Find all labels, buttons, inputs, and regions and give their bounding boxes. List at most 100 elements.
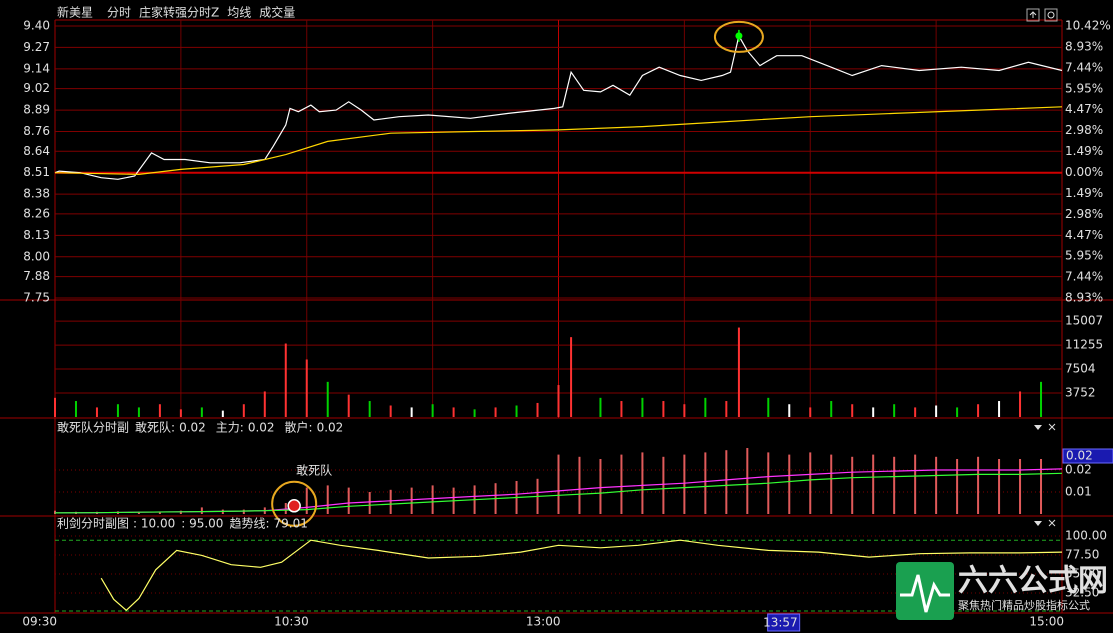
y2-tick-label: 2.98%: [1065, 207, 1103, 221]
y2-tick-label: 4.47%: [1065, 102, 1103, 116]
y-tick-label: 8.64: [23, 144, 50, 158]
y-tick-label: 9.02: [23, 81, 50, 95]
panel-collapse[interactable]: [1034, 425, 1042, 430]
y2-tick-label: 5.95%: [1065, 249, 1103, 263]
y2-tick-label: 1.49%: [1065, 144, 1103, 158]
y-tick-label: 9.14: [23, 61, 50, 75]
x-tick-label: 09:30: [22, 615, 57, 629]
bar: [788, 404, 791, 417]
bar: [410, 407, 413, 417]
bar: [578, 456, 581, 514]
bar: [1040, 381, 1043, 417]
bar: [599, 397, 602, 417]
y-tick-label: 7504: [1065, 362, 1096, 376]
bar: [389, 405, 392, 417]
bar: [74, 401, 77, 417]
bar: [200, 407, 203, 417]
header-text: 散户:: [285, 420, 313, 435]
bar: [95, 407, 98, 417]
highlight-ring: [271, 480, 318, 527]
bar: [956, 459, 959, 514]
bar: [473, 409, 476, 417]
bar: [431, 404, 434, 417]
bar: [809, 452, 812, 514]
bar: [977, 456, 980, 514]
bar: [515, 405, 518, 417]
icon: [1047, 11, 1055, 19]
bar: [809, 407, 812, 417]
bar: [368, 492, 371, 514]
y2-tick-label: 7.44%: [1065, 270, 1103, 284]
bar: [704, 452, 707, 514]
header-text: 0.02: [317, 421, 344, 435]
panel-collapse[interactable]: [1034, 521, 1042, 526]
cursor-label: 13:57: [763, 616, 798, 630]
bar: [914, 407, 917, 417]
y2-tick-label: 1.49%: [1065, 186, 1103, 200]
bar: [326, 485, 329, 514]
bar: [1019, 391, 1022, 417]
bar: [1040, 459, 1043, 514]
y2-tick-label: 8.93%: [1065, 291, 1103, 305]
y-tick-label: 3752: [1065, 386, 1096, 400]
y-tick-label: 0.02: [1065, 463, 1092, 477]
y-tick-label: 8.13: [23, 228, 50, 242]
y-tick-label: 77.50: [1065, 548, 1099, 562]
header-text: 庄家转强分时Z: [139, 5, 219, 20]
bar: [158, 404, 161, 417]
bar: [410, 487, 413, 514]
bar: [851, 456, 854, 514]
readout-label: 0.02: [1066, 449, 1093, 463]
bar: [326, 381, 329, 417]
bar: [557, 385, 560, 417]
x-tick-label: 15:00: [1029, 615, 1064, 629]
panel-close[interactable]: [1048, 423, 1056, 431]
bar: [599, 459, 602, 514]
bar: [347, 394, 350, 417]
bar: [158, 511, 161, 514]
bar: [263, 391, 266, 417]
y-tick-label: 32.50: [1065, 586, 1099, 600]
y-tick-label: 100.00: [1065, 529, 1107, 543]
y2-tick-label: 4.47%: [1065, 228, 1103, 242]
y-tick-label: 8.00: [23, 249, 50, 263]
y-tick-label: 8.26: [23, 206, 50, 220]
series-line: [54, 106, 1063, 176]
bar: [767, 397, 770, 417]
bar: [305, 359, 308, 417]
header-text: 利剑分时副图: [57, 516, 129, 531]
bar: [746, 448, 749, 514]
bar: [935, 456, 938, 514]
y-tick-label: 55.00: [1065, 567, 1099, 581]
bar: [998, 401, 1001, 417]
series-line: [100, 539, 1063, 612]
y2-tick-label: 7.44%: [1065, 60, 1103, 74]
bar: [662, 401, 665, 417]
bar: [494, 407, 497, 417]
y2-tick-label: 10.42%: [1065, 19, 1111, 33]
bar: [725, 450, 728, 514]
bar: [557, 454, 560, 514]
panel-close[interactable]: [1048, 519, 1056, 527]
header-text: : 95.00: [181, 517, 223, 531]
header-text: 0.02: [248, 421, 275, 435]
bar: [452, 407, 455, 417]
window-icons: [1026, 8, 1058, 527]
bar: [200, 507, 203, 514]
x-tick-label: 10:30: [274, 615, 309, 629]
y-tick-label: 0.01: [1065, 485, 1092, 499]
bar: [137, 511, 140, 514]
series-line: [54, 472, 1063, 514]
bar: [368, 401, 371, 417]
bar: [242, 404, 245, 417]
header-text: 79.01: [274, 517, 308, 531]
bar: [137, 407, 140, 417]
bar: [662, 456, 665, 514]
bar: [284, 343, 287, 417]
bar: [704, 397, 707, 417]
close-button[interactable]: [1044, 8, 1058, 22]
restore-button[interactable]: [1026, 8, 1040, 22]
bar: [179, 409, 182, 417]
